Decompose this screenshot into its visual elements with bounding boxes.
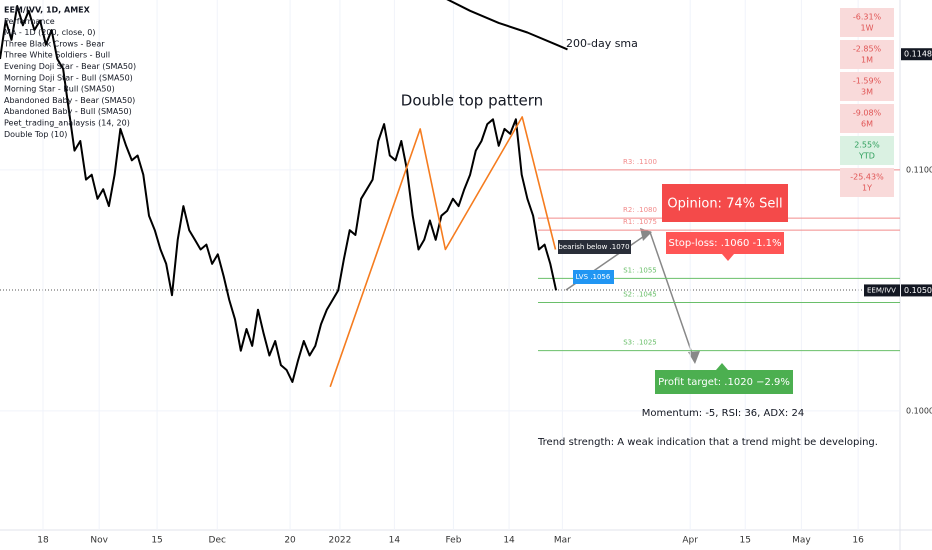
performance-change: -9.08% xyxy=(853,109,882,118)
level-label: S1: .1055 xyxy=(623,266,657,274)
x-tick-label: 2022 xyxy=(328,536,351,546)
legend-line: Three Black Crows - Bear xyxy=(3,39,105,48)
legend-line: EEM/IVV, 1D, AMEX xyxy=(4,6,91,15)
profit-text: Profit target: .1020 −2.9% xyxy=(658,377,790,388)
level-label: S2: .1045 xyxy=(623,290,657,298)
price-line xyxy=(446,0,568,51)
x-tick-label: 15 xyxy=(739,536,750,546)
opinion-box xyxy=(662,184,788,222)
performance-period: 1W xyxy=(861,24,874,33)
performance-box xyxy=(840,8,894,37)
stop-loss-pointer xyxy=(722,254,734,261)
sma-label: 200-day sma xyxy=(566,37,638,50)
price-tag-label: 0.1050 xyxy=(904,286,932,295)
profit-pointer xyxy=(716,363,728,370)
stop-loss-text: Stop-loss: .1060 -1.1% xyxy=(668,238,781,249)
level-label: S3: .1025 xyxy=(623,339,657,347)
ticker-tag xyxy=(864,284,900,297)
legend-line: Morning Star - Bull (SMA50) xyxy=(4,85,115,94)
pattern-title: Double top pattern xyxy=(401,92,543,110)
price-line xyxy=(0,5,558,383)
legend-line: Abandoned Baby - Bear (SMA50) xyxy=(4,96,135,105)
legend-line: Three White Soldiers - Bull xyxy=(3,51,110,60)
x-tick-label: 20 xyxy=(284,536,296,546)
performance-box xyxy=(840,104,894,133)
performance-change: -2.85% xyxy=(853,45,882,54)
trend-text: Trend strength: A weak indication that a… xyxy=(537,437,878,448)
performance-box xyxy=(840,136,894,165)
level-label: R3: .1100 xyxy=(623,158,657,166)
bearish-text: bearish below .1070 xyxy=(558,243,629,251)
x-tick-label: 15 xyxy=(151,536,162,546)
x-tick-label: May xyxy=(792,536,811,546)
x-tick-label: Apr xyxy=(682,536,698,546)
ticker-tag-label: EEM/IVV xyxy=(867,286,896,294)
x-tick-label: Feb xyxy=(445,536,461,546)
x-tick-label: Mar xyxy=(554,536,571,546)
x-tick-label: Nov xyxy=(90,536,108,546)
legend-line: Double Top (10) xyxy=(4,130,67,139)
price-tag xyxy=(901,48,932,61)
x-tick-label: 16 xyxy=(852,536,864,546)
bearish-box xyxy=(558,240,631,254)
x-tick-label: 18 xyxy=(37,536,49,546)
opinion-text: Opinion: 74% Sell xyxy=(667,197,782,212)
x-tick-label: 14 xyxy=(389,536,401,546)
x-tick-label: Dec xyxy=(209,536,226,546)
price-tag xyxy=(901,284,932,297)
profit-box xyxy=(655,370,793,394)
legend-line: Peet_trading_analaysis (14, 20) xyxy=(4,119,130,128)
y-tick-label: 0.1000 xyxy=(906,406,932,415)
momentum-text: Momentum: -5, RSI: 36, ADX: 24 xyxy=(642,408,804,419)
legend-line: Evening Doji Star - Bear (SMA50) xyxy=(4,62,136,71)
x-tick-label: 14 xyxy=(503,536,515,546)
performance-box xyxy=(840,168,894,197)
price-tag-label: 0.1148 xyxy=(904,50,932,59)
level-label: R1: .1075 xyxy=(623,218,657,226)
legend-line: Morning Doji Star - Bull (SMA50) xyxy=(4,73,133,82)
performance-change: -6.31% xyxy=(853,13,882,22)
stop-loss-box xyxy=(666,232,784,254)
performance-change: -25.43% xyxy=(850,173,884,182)
legend-line: Abandoned Baby - Bull (SMA50) xyxy=(4,107,132,116)
performance-change: -1.59% xyxy=(853,77,882,86)
lvs-box xyxy=(573,270,614,284)
performance-period: 1M xyxy=(861,56,873,65)
performance-period: 1Y xyxy=(862,184,872,193)
performance-period: YTD xyxy=(858,152,875,161)
pattern-line xyxy=(329,116,557,388)
legend-line: Performance xyxy=(4,17,55,26)
performance-box xyxy=(840,72,894,101)
performance-change: 2.55% xyxy=(854,141,880,150)
lvs-text: LVS .1056 xyxy=(576,273,611,281)
performance-box xyxy=(840,40,894,69)
legend-line: MA - 1D (200, close, 0) xyxy=(4,28,96,37)
y-tick-label: 0.1100 xyxy=(906,165,932,174)
level-label: R2: .1080 xyxy=(623,206,657,214)
performance-period: 6M xyxy=(861,120,873,129)
performance-period: 3M xyxy=(861,88,873,97)
